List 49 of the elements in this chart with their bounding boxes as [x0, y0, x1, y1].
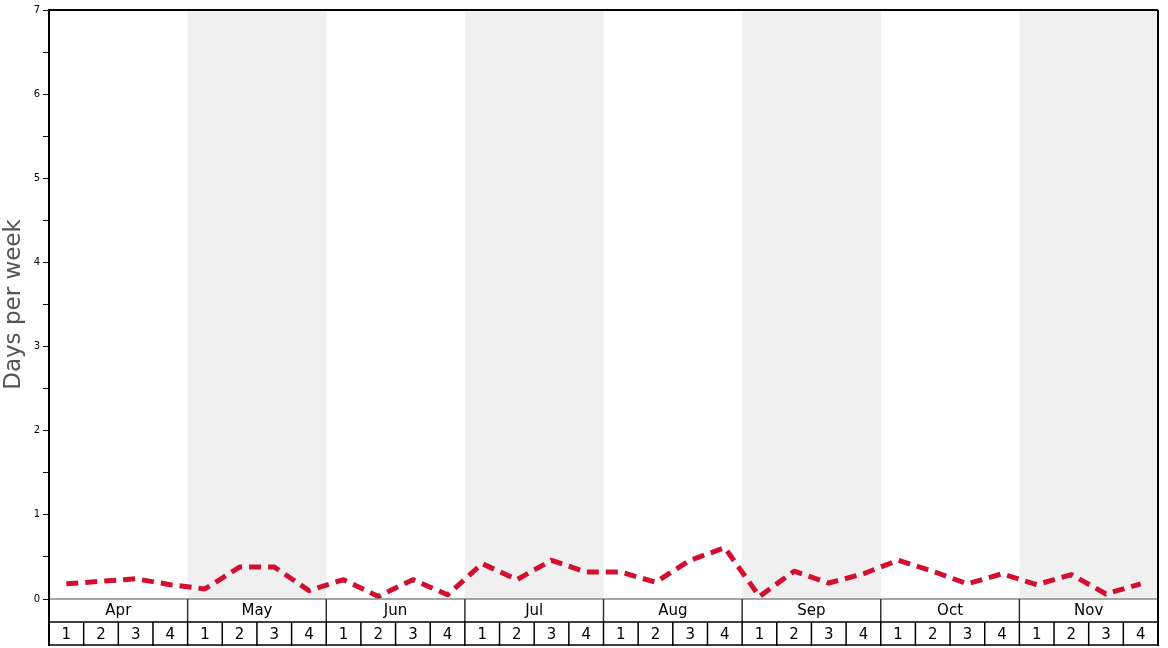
x-tick-label: 2	[1066, 624, 1077, 643]
x-tick-label: 4	[997, 624, 1007, 643]
x-tick-label: 3	[1101, 624, 1111, 643]
x-tick-label: 3	[823, 624, 834, 643]
y-tick-label: 6	[33, 87, 40, 99]
x-tick-label: 2	[789, 624, 799, 643]
x-tick-label: 1	[61, 624, 72, 643]
text: Jul	[524, 601, 544, 620]
x-tick-label: 4	[581, 624, 591, 643]
x-tick-label: 4	[720, 624, 730, 643]
x-tick-label: 3	[269, 624, 280, 643]
y-tick-label: 7	[33, 3, 40, 15]
text: Apr	[105, 601, 133, 620]
x-tick-label: 1	[616, 624, 626, 643]
y-axis-title: Days per week	[0, 218, 25, 390]
x-tick-label: 2	[650, 624, 661, 643]
text: May	[241, 601, 273, 620]
x-tick-label: 3	[962, 624, 973, 643]
text: Aug	[658, 601, 688, 620]
x-tick-label: 3	[408, 624, 418, 643]
x-tick-label: 4	[858, 624, 869, 643]
x-tick-label: 2	[234, 624, 245, 643]
text: Sep	[797, 601, 826, 620]
text: Oct	[937, 601, 964, 620]
x-tick-label: 1	[200, 624, 210, 643]
x-tick-label: 1	[477, 624, 487, 643]
x-tick-label: 2	[512, 624, 522, 643]
x-tick-label: 2	[373, 624, 384, 643]
x-tick-label: 1	[1031, 624, 1042, 643]
y-tick-label: 3	[33, 340, 40, 352]
x-tick-label: 1	[338, 624, 349, 643]
y-tick-label: 2	[33, 424, 40, 436]
text: Jun	[382, 601, 408, 620]
y-tick-label: 1	[33, 508, 40, 520]
x-tick-label: 4	[1135, 624, 1146, 643]
text: Nov	[1074, 601, 1104, 620]
x-tick-label: 1	[893, 624, 903, 643]
x-tick-label: 1	[754, 624, 765, 643]
x-tick-label: 3	[130, 624, 141, 643]
x-tick-label: 3	[546, 624, 557, 643]
x-tick-label: 4	[442, 624, 453, 643]
x-tick-label: 4	[304, 624, 314, 643]
x-tick-label: 2	[927, 624, 938, 643]
x-tick-label: 3	[685, 624, 695, 643]
y-tick-label: 5	[33, 171, 40, 183]
y-tick-label: 4	[33, 256, 40, 268]
y-tick-label: 0	[33, 592, 40, 604]
x-tick-label: 2	[96, 624, 106, 643]
x-tick-label: 4	[165, 624, 176, 643]
